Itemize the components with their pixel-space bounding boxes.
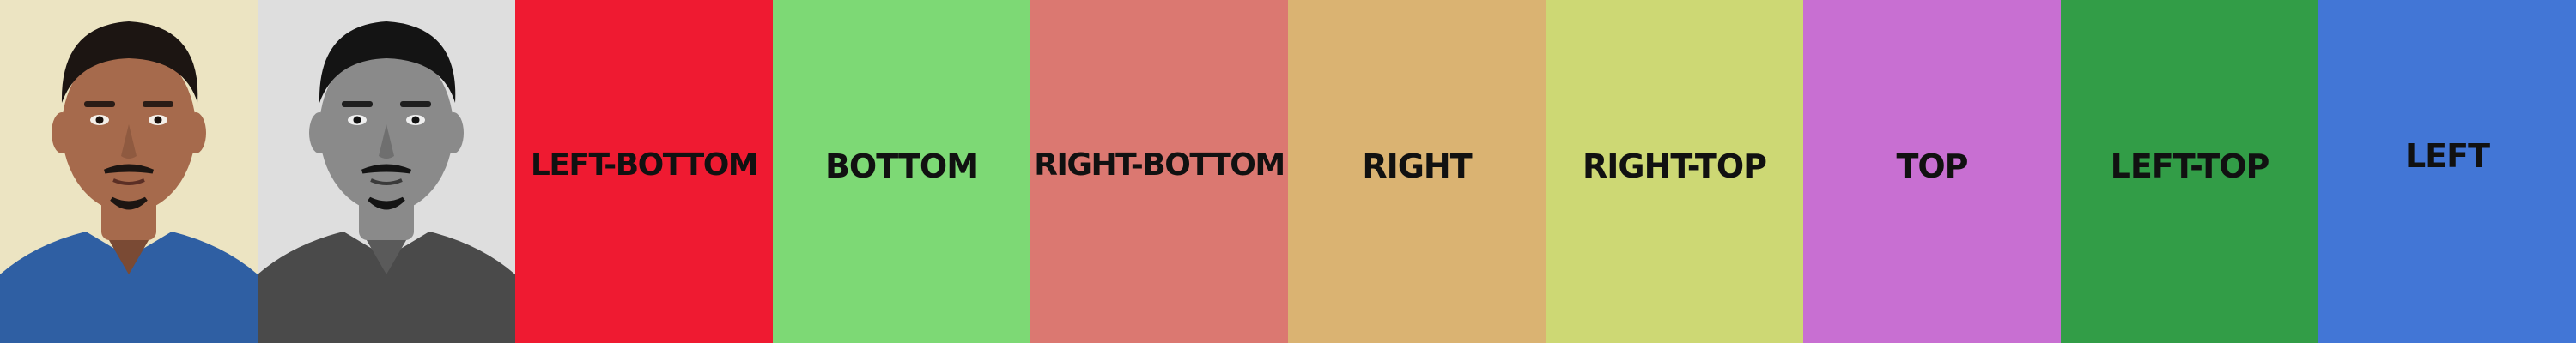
grayscale-portrait xyxy=(258,0,515,343)
tile-right-top: RIGHT-TOP xyxy=(1546,0,1803,343)
portrait-illustration xyxy=(258,0,515,343)
tile-label: LEFT xyxy=(2404,137,2490,175)
portrait-illustration xyxy=(0,0,258,343)
color-portrait xyxy=(0,0,258,343)
tile-label: RIGHT-TOP xyxy=(1583,147,1767,185)
tile-label: LEFT-TOP xyxy=(2110,147,2270,185)
tile-right: RIGHT xyxy=(1288,0,1546,343)
tile-bottom: BOTTOM xyxy=(773,0,1030,343)
tile-label: BOTTOM xyxy=(824,147,979,185)
tile-left: LEFT xyxy=(2318,0,2576,343)
tile-label: TOP xyxy=(1896,147,1968,185)
tile-label: RIGHT xyxy=(1362,147,1472,185)
tile-right-bottom: RIGHT-BOTTOM xyxy=(1030,0,1288,343)
tile-left-top: LEFT-TOP xyxy=(2061,0,2318,343)
tile-left-bottom: LEFT-BOTTOM xyxy=(515,0,773,343)
tile-label: RIGHT-BOTTOM xyxy=(1034,147,1285,183)
tile-label: LEFT-BOTTOM xyxy=(530,147,759,183)
tile-top: TOP xyxy=(1803,0,2061,343)
